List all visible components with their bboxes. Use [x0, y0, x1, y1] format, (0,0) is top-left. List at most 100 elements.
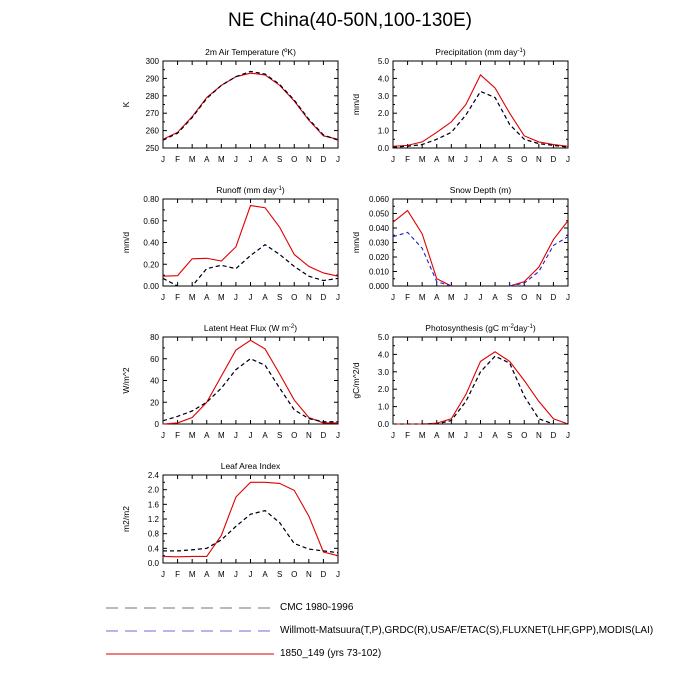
- plot-frame: [162, 198, 339, 287]
- x-tick-label: J: [249, 293, 253, 302]
- chart-title: Leaf Area Index: [221, 461, 281, 471]
- x-tick-label: J: [464, 293, 468, 302]
- chart-title: Snow Depth (m): [450, 185, 512, 195]
- x-tick-label: A: [204, 293, 210, 302]
- y-tick-label: 0: [155, 420, 160, 429]
- y-tick-label: 2.0: [378, 109, 390, 118]
- legend-label: Willmott-Matsuura(T,P),GRDC(R),USAF/ETAC…: [280, 625, 654, 636]
- y-tick-label: 4.0: [378, 350, 390, 359]
- y-tick-label: 3.0: [378, 368, 390, 377]
- legend-line-sample: [106, 607, 274, 609]
- series-line-cmc: [392, 90, 569, 148]
- x-tick-label: J: [566, 293, 570, 302]
- y-tick-label: 80: [150, 333, 159, 342]
- x-tick-label: S: [277, 570, 282, 579]
- x-tick-label: J: [391, 431, 395, 440]
- x-tick-label: J: [336, 570, 340, 579]
- x-tick-label: S: [507, 155, 512, 164]
- y-axis-label: mm/d: [351, 94, 361, 116]
- y-tick-label: 0.0: [378, 420, 390, 429]
- y-tick-label: 270: [146, 109, 160, 118]
- series-line-obs: [162, 70, 339, 141]
- x-tick-label: D: [551, 155, 557, 164]
- y-tick-label: 300: [146, 57, 160, 66]
- x-tick-label: A: [262, 293, 268, 302]
- x-tick-label: J: [391, 293, 395, 302]
- series-line-model: [162, 204, 339, 277]
- legend-entry: CMC 1980-1996: [0, 600, 700, 616]
- y-tick-label: 260: [146, 127, 160, 136]
- x-tick-label: J: [479, 293, 483, 302]
- series-line-obs: [392, 231, 452, 287]
- x-tick-label: O: [291, 293, 297, 302]
- x-tick-label: J: [234, 431, 238, 440]
- y-tick-label: 0.80: [143, 195, 159, 204]
- y-tick-label: 1.2: [148, 515, 160, 524]
- x-tick-label: F: [405, 431, 410, 440]
- y-tick-label: 250: [146, 144, 160, 153]
- series-line-model: [509, 220, 569, 287]
- y-tick-label: 5.0: [378, 57, 390, 66]
- x-tick-label: A: [262, 570, 268, 579]
- y-tick-label: 1.0: [378, 127, 390, 136]
- chart-gpp: Photosynthesis (gC m-2day-1) gC/m^2/d 0.0 1…: [351, 323, 570, 440]
- series-line-obs: [392, 90, 569, 148]
- x-tick-label: M: [218, 570, 225, 579]
- x-tick-label: N: [536, 431, 542, 440]
- x-tick-label: S: [507, 431, 512, 440]
- plot-frame: [162, 336, 339, 425]
- x-tick-label: M: [189, 155, 196, 164]
- y-axis-label: gC/m^2/d: [351, 362, 361, 398]
- x-tick-label: M: [218, 155, 225, 164]
- y-tick-label: 60: [150, 355, 159, 364]
- legend-line-sample: [106, 653, 274, 655]
- y-tick-label: 0.00: [143, 282, 159, 291]
- y-tick-label: 3.0: [378, 92, 390, 101]
- series-line-cmc: [162, 244, 339, 287]
- y-tick-label: 2.0: [378, 385, 390, 394]
- x-tick-label: S: [277, 155, 282, 164]
- y-tick-label: 0.030: [369, 239, 390, 248]
- x-tick-label: M: [218, 293, 225, 302]
- x-tick-label: D: [551, 293, 557, 302]
- x-tick-label: M: [189, 431, 196, 440]
- page-title: NE China(40-50N,100-130E): [228, 10, 472, 31]
- x-tick-label: O: [291, 431, 297, 440]
- y-tick-label: 2.4: [148, 471, 160, 480]
- y-tick-label: 5.0: [378, 333, 390, 342]
- chart-title: Runoff (mm day-1): [216, 185, 285, 195]
- chart-title: Precipitation (mm day-1): [435, 47, 526, 57]
- series-line-model: [162, 72, 339, 140]
- y-tick-label: 0.0: [378, 144, 390, 153]
- x-tick-label: M: [419, 431, 426, 440]
- x-tick-label: A: [434, 293, 440, 302]
- x-tick-label: A: [492, 155, 498, 164]
- x-tick-label: A: [434, 155, 440, 164]
- x-tick-label: N: [536, 293, 542, 302]
- x-tick-label: S: [277, 431, 282, 440]
- legend-line-sample: [106, 630, 274, 632]
- x-tick-label: J: [234, 155, 238, 164]
- y-axis-label: m2/m2: [121, 506, 131, 532]
- x-tick-label: N: [306, 155, 312, 164]
- series-line-cmc: [393, 355, 568, 425]
- plot-frame: [392, 198, 569, 287]
- x-tick-label: J: [161, 570, 165, 579]
- x-tick-label: A: [204, 155, 210, 164]
- y-tick-label: 20: [150, 398, 159, 407]
- x-tick-label: D: [321, 570, 327, 579]
- y-tick-label: 1.6: [148, 500, 160, 509]
- x-tick-label: A: [204, 431, 210, 440]
- x-tick-label: N: [306, 293, 312, 302]
- y-axis-label: mm/d: [121, 232, 131, 254]
- x-tick-label: F: [405, 155, 410, 164]
- x-tick-label: M: [448, 155, 455, 164]
- x-tick-label: S: [507, 293, 512, 302]
- x-tick-label: F: [175, 570, 180, 579]
- plot-frame: [392, 60, 569, 149]
- chart-temp: 2m Air Temperature (ºK) K 250 260 270 280 290 3…: [121, 47, 340, 164]
- x-tick-label: S: [277, 293, 282, 302]
- x-tick-label: J: [391, 155, 395, 164]
- series-line-model: [162, 481, 339, 558]
- x-tick-label: M: [419, 155, 426, 164]
